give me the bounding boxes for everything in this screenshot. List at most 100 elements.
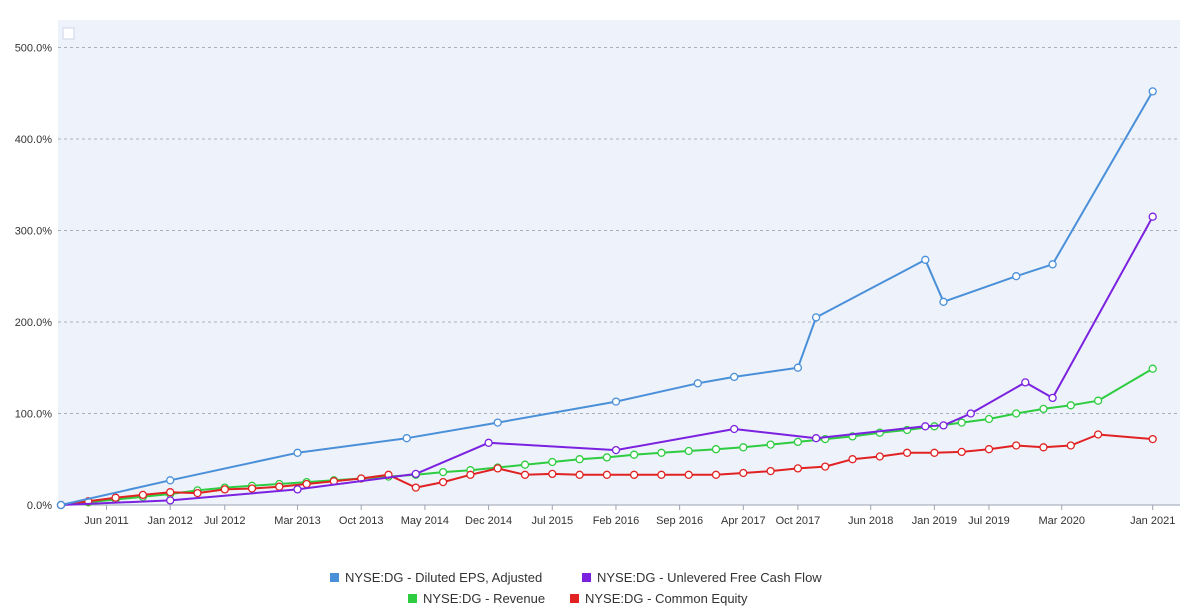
- x-tick-label: Mar 2020: [1038, 515, 1084, 527]
- data-point: [111, 493, 120, 502]
- data-point: [275, 482, 284, 491]
- legend-swatch: [582, 573, 591, 582]
- data-point: [902, 448, 912, 457]
- data-point: [657, 448, 666, 457]
- legend-label: NYSE:DG - Unlevered Free Cash Flow: [597, 570, 822, 585]
- plot-area: [58, 20, 1180, 505]
- data-point: [438, 477, 448, 487]
- legend-swatch: [408, 594, 417, 603]
- data-point: [766, 440, 775, 449]
- data-point: [1066, 401, 1075, 410]
- data-point: [684, 470, 693, 479]
- data-point: [411, 469, 420, 479]
- data-point: [220, 485, 229, 494]
- data-point: [1093, 396, 1103, 405]
- data-point: [302, 479, 311, 489]
- legend-item-revenue[interactable]: NYSE:DG - Revenue: [408, 591, 545, 606]
- data-point: [1012, 272, 1021, 281]
- x-tick-label: Oct 2013: [339, 515, 384, 527]
- x-tick-label: May 2014: [401, 515, 449, 527]
- data-point: [793, 437, 803, 447]
- y-tick-label: 500.0%: [15, 42, 53, 54]
- data-point: [629, 450, 639, 459]
- x-tick-label: Apr 2017: [721, 515, 766, 527]
- data-point: [1048, 393, 1057, 403]
- data-point: [1093, 430, 1103, 439]
- data-point: [466, 470, 475, 479]
- data-point: [602, 453, 612, 462]
- data-point: [1012, 441, 1021, 450]
- data-point: [693, 379, 702, 388]
- data-point: [548, 457, 557, 467]
- data-point: [966, 409, 975, 418]
- data-point: [739, 468, 748, 478]
- y-tick-label: 0.0%: [27, 500, 52, 512]
- data-point: [1039, 443, 1048, 452]
- data-point: [166, 476, 175, 485]
- x-tick-label: Jul 2019: [968, 515, 1010, 527]
- series-line: [60, 216, 1154, 506]
- data-point: [793, 464, 803, 473]
- data-point: [957, 418, 966, 427]
- data-point: [493, 418, 502, 427]
- data-point: [793, 363, 803, 372]
- data-point: [730, 424, 739, 434]
- data-point: [739, 443, 748, 452]
- data-point: [293, 485, 302, 494]
- data-point: [166, 496, 175, 505]
- data-point: [1039, 404, 1048, 414]
- data-point: [602, 470, 612, 479]
- data-point: [684, 446, 693, 456]
- data-point: [520, 470, 530, 479]
- data-point: [166, 488, 175, 497]
- data-point: [711, 470, 721, 479]
- data-point: [811, 313, 821, 322]
- data-point: [821, 462, 830, 471]
- legend-label: NYSE:DG - Revenue: [423, 591, 546, 606]
- legend-item-eps[interactable]: NYSE:DG - Diluted EPS, Adjusted: [330, 570, 542, 585]
- x-tick-label: Jan 2019: [912, 515, 957, 527]
- data-point: [1048, 260, 1057, 269]
- data-point: [984, 445, 994, 454]
- data-point: [921, 422, 930, 431]
- data-point: [1148, 87, 1157, 96]
- data-point: [1066, 441, 1075, 450]
- legend-item-ufcf[interactable]: NYSE:DG - Unlevered Free Cash Flow: [582, 570, 822, 585]
- data-point: [1021, 378, 1030, 387]
- data-point: [629, 470, 639, 479]
- data-point: [520, 460, 530, 469]
- data-point: [957, 447, 966, 457]
- data-point: [766, 466, 775, 476]
- data-point: [484, 438, 493, 447]
- x-tick-label: Jun 2011: [84, 515, 128, 527]
- data-point: [730, 372, 739, 382]
- chart-svg: 0.0% 100.0% 200.0% 300.0% 400.0% 500.0% Jun 20…: [15, 20, 1180, 527]
- x-tick-label: Jan 2021: [1130, 515, 1175, 527]
- data-point: [1148, 364, 1157, 373]
- data-point: [921, 255, 930, 264]
- series-line: [60, 433, 1153, 506]
- x-tick-label: Dec 2014: [465, 515, 512, 527]
- data-point: [575, 455, 584, 464]
- data-point: [411, 483, 420, 492]
- data-point: [247, 484, 257, 493]
- data-point: [1148, 434, 1157, 444]
- data-point: [548, 469, 557, 479]
- data-point: [811, 434, 821, 443]
- x-tick-label: Jun 2018: [848, 515, 893, 527]
- data-point: [930, 448, 939, 457]
- data-point: [939, 297, 948, 306]
- data-point: [493, 464, 502, 473]
- x-tick-label: Jan 2012: [148, 515, 193, 527]
- corner-checkbox[interactable]: [62, 27, 75, 40]
- data-point: [402, 434, 411, 443]
- legend-label: NYSE:DG - Diluted EPS, Adjusted: [345, 570, 543, 585]
- data-point: [611, 445, 621, 455]
- legend-item-equity[interactable]: NYSE:DG - Common Equity: [570, 591, 748, 606]
- x-tick-label: Feb 2016: [593, 515, 639, 527]
- data-point: [984, 414, 994, 424]
- legend-swatch: [570, 594, 579, 603]
- data-point: [575, 470, 584, 479]
- data-point: [293, 448, 302, 457]
